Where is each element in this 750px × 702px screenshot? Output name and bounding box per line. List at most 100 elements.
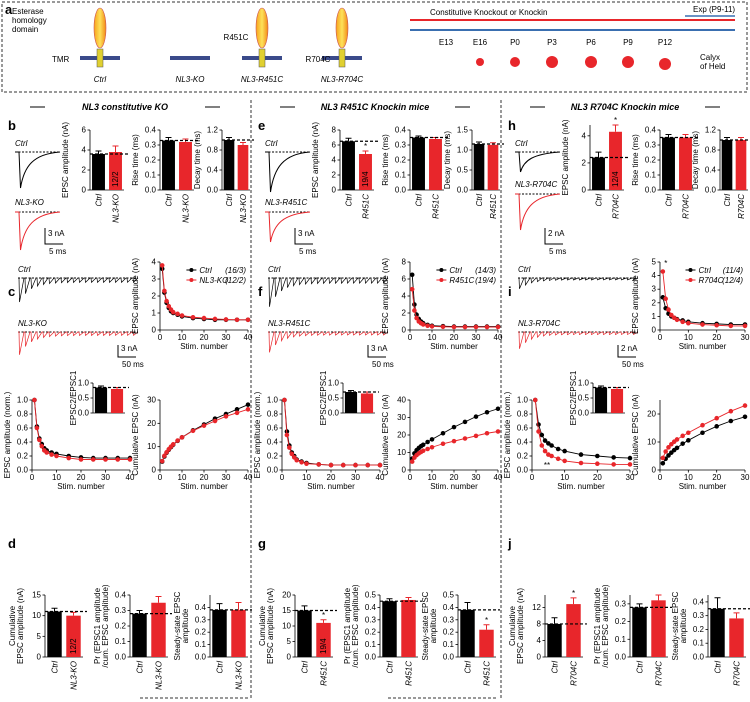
data-point — [162, 288, 167, 294]
construct-label: Ctrl — [94, 75, 107, 84]
trace-label: Ctrl — [18, 265, 31, 274]
x-tick-label: Ctrl — [464, 661, 473, 674]
y-tick-label: 0.3 — [395, 141, 407, 150]
trace — [518, 277, 639, 289]
y-axis-label: Rise time (ms) — [631, 134, 640, 186]
y-tick-label: 0.2 — [693, 625, 705, 634]
trace — [515, 193, 561, 231]
n-label: 16/3 — [94, 171, 103, 187]
x-axis-label: Stim. number — [57, 482, 105, 491]
data-point — [728, 408, 734, 414]
data-point — [409, 286, 415, 292]
y-tick-label: 0.0 — [365, 653, 377, 662]
x-tick-label: 30 — [741, 333, 750, 342]
legend-label: Ctrl — [199, 266, 212, 275]
y-tick-label: 10 — [32, 611, 41, 620]
trace-label: NL3-KO — [15, 198, 44, 207]
data-point — [39, 443, 45, 449]
data-point — [473, 433, 479, 439]
x-tick-label: 40 — [244, 473, 253, 482]
legend-label: R704C — [699, 276, 724, 285]
x-tick-label: 0 — [408, 333, 413, 342]
panel-label: j — [507, 536, 512, 551]
y-tick-label: 0.2 — [615, 617, 627, 626]
error-bar — [612, 124, 619, 132]
data-point — [115, 457, 121, 462]
y-tick-label: 4 — [152, 258, 157, 267]
bar — [473, 144, 485, 190]
data-point — [714, 322, 719, 328]
y-tick-label: 0.0 — [395, 186, 407, 195]
x-tick-label: 30 — [741, 473, 750, 482]
panel-label: f — [258, 284, 263, 299]
y-axis-label: EPSC amplitude (norm.) — [253, 391, 262, 478]
x-tick-label: R704C — [655, 661, 664, 686]
x-tick-label: 20 — [712, 473, 721, 482]
scale-label: 5 ms — [549, 247, 566, 256]
scale-label: 2 nA — [548, 229, 565, 238]
scale-bar — [117, 345, 136, 358]
y-axis-label: EPSC2/EPSC1 — [569, 370, 578, 425]
data-point — [377, 462, 383, 468]
y-tick-label: 0.0 — [78, 409, 90, 418]
legend-marker — [439, 268, 444, 272]
x-tick-label: Ctrl — [345, 194, 354, 207]
y-axis-label: Decay time (ms) — [443, 131, 452, 190]
x-tick-label: R451C — [320, 661, 329, 686]
x-tick-label: 10 — [428, 333, 437, 342]
n-label: 11/4 — [594, 171, 603, 187]
panel-label: g — [258, 536, 266, 551]
y-tick-label: 5 — [37, 632, 42, 641]
y-tick-label: 0.0 — [443, 653, 455, 662]
bar — [110, 389, 124, 413]
data-point — [103, 457, 108, 462]
trace — [268, 277, 389, 307]
data-point — [425, 323, 430, 329]
data-point — [179, 435, 185, 440]
y-tick-label: 0.0 — [145, 186, 157, 195]
y-tick-label: 0.4 — [365, 603, 377, 612]
data-point — [549, 453, 554, 459]
n-label: 12/2 — [111, 171, 120, 187]
bar — [132, 613, 147, 657]
age-label: P12 — [658, 38, 673, 47]
x-tick-label: 0 — [408, 473, 413, 482]
y-tick-label: 0 — [652, 326, 657, 335]
error-bar — [570, 597, 577, 605]
y-tick-label: 6 — [332, 141, 337, 150]
bar — [735, 140, 747, 190]
legend-label: Ctrl — [699, 266, 712, 275]
y-tick-label: 5 — [652, 258, 657, 267]
panel-label: d — [8, 536, 16, 551]
age-label: P9 — [623, 38, 633, 47]
x-tick-label: R451C — [405, 661, 414, 686]
data-point — [166, 303, 172, 309]
y-tick-label: 0.1 — [615, 635, 627, 644]
y-tick-label: 2 — [652, 298, 657, 307]
data-point — [462, 324, 468, 330]
annotation: * — [364, 142, 367, 151]
construct-label: NL3-KO — [176, 75, 205, 84]
data-point — [223, 414, 229, 419]
data-point — [412, 302, 417, 307]
panel-label: c — [8, 284, 15, 299]
data-point — [451, 324, 457, 330]
bar — [179, 142, 192, 190]
bar — [342, 141, 355, 190]
y-tick-label: 0.8 — [207, 146, 219, 155]
data-point — [179, 313, 185, 318]
data-point — [425, 446, 430, 452]
scale-label: 5 ms — [299, 247, 316, 256]
y-tick-label: 1 — [152, 309, 157, 318]
data-point — [666, 307, 671, 312]
data-point — [414, 315, 419, 321]
y-tick-label: 0.5 — [365, 591, 377, 600]
y-tick-label: 8 — [537, 619, 542, 628]
x-tick-label: Ctrl — [595, 194, 604, 207]
y-tick-label: 1.0 — [328, 379, 340, 388]
construct-label: NL3-R704C — [321, 75, 363, 84]
domain-label: Esterase — [12, 7, 44, 16]
x-tick-label: Ctrl — [551, 661, 560, 674]
error-bar — [155, 596, 162, 603]
data-point — [170, 442, 176, 447]
